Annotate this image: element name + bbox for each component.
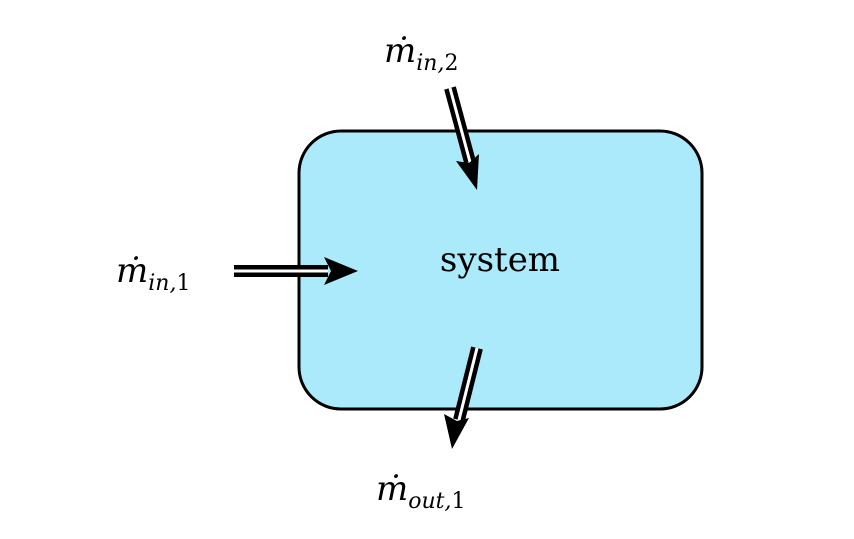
inflow-1-label: ṁin,1 <box>116 251 190 296</box>
inflow-1-symbol: ṁ <box>116 251 148 291</box>
system-label: system <box>440 240 560 280</box>
outflow-1-arrow <box>444 346 483 449</box>
inflow-2-arrow <box>444 86 479 190</box>
inflow-1-arrow <box>234 257 358 285</box>
outflow-1-index: 1 <box>452 489 466 514</box>
outflow-1-subscript: out, <box>408 489 451 514</box>
outflow-1-symbol: ṁ <box>376 469 408 509</box>
inflow-2-label: ṁin,2 <box>384 31 458 76</box>
inflow-1-index: 1 <box>176 271 190 296</box>
inflow-1-subscript: in, <box>148 271 176 296</box>
outflow-1-label: ṁout,1 <box>376 469 466 514</box>
inflow-2-symbol: ṁ <box>384 31 416 71</box>
inflow-2-subscript: in, <box>416 51 444 76</box>
inflow-2-index: 2 <box>444 51 458 76</box>
